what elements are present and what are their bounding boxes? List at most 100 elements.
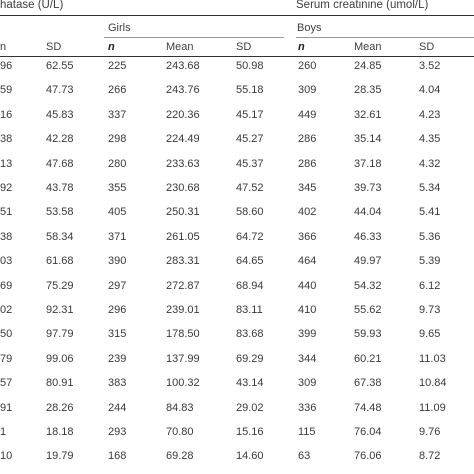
left-mean-cell: 57	[0, 377, 13, 390]
left-mean-cell: 10	[0, 450, 13, 463]
girls-n-cell: 383	[108, 377, 127, 390]
left-mean-cell: 91	[0, 401, 13, 414]
boys-n-cell: 402	[298, 206, 317, 219]
boys-sd-cell: 4.04	[419, 84, 441, 97]
girls-mean-cell: 137.99	[166, 352, 200, 365]
girls-sd-cell: 58.60	[236, 206, 264, 219]
left-mean-cell: 51	[0, 206, 13, 219]
left-mean-cell: 38	[0, 133, 13, 146]
boys-sd-cell: 11.03	[419, 352, 446, 365]
left-sd-cell: 47.68	[46, 157, 74, 170]
boys-n-cell: 464	[298, 255, 317, 268]
girls-sd-cell: 43.14	[236, 377, 264, 390]
boys-mean-cell: 76.06	[354, 450, 382, 463]
girls-sd-cell: 50.98	[236, 60, 264, 72]
alp-title: hatase (U/L)	[0, 0, 64, 11]
girls-n-cell: 355	[108, 182, 127, 194]
girls-sd-cell: 15.16	[236, 426, 264, 438]
col-girls-mean: Mean	[166, 41, 194, 53]
boys-n-cell: 309	[298, 84, 317, 97]
left-sd-cell: 75.29	[46, 279, 74, 292]
girls-n-cell: 297	[108, 279, 127, 292]
boys-mean-cell: 74.48	[354, 401, 382, 414]
boys-n-cell: 260	[298, 60, 317, 72]
left-mean-cell: 96	[0, 60, 13, 72]
girls-mean-cell: 178.50	[166, 328, 200, 341]
girls-mean-cell: 283.31	[166, 255, 200, 268]
girls-mean-cell: 69.28	[166, 450, 194, 463]
boys-mean-cell: 67.38	[354, 377, 382, 390]
creatinine-group-rule	[296, 15, 474, 16]
boys-sd-cell: 4.32	[419, 157, 441, 170]
girls-sd-cell: 69.29	[236, 352, 264, 365]
girls-n-cell: 266	[108, 84, 127, 97]
girls-n-cell: 298	[108, 133, 127, 146]
girls-sd-cell: 64.72	[236, 230, 264, 243]
left-sd-cell: 92.31	[46, 304, 74, 316]
boys-sd-cell: 6.12	[419, 279, 441, 292]
girls-n-cell: 293	[108, 426, 127, 438]
boys-n-cell: 115	[298, 426, 316, 438]
boys-n-cell: 449	[298, 108, 317, 121]
girls-sd-cell: 14.60	[236, 450, 264, 463]
girls-mean-cell: 243.68	[166, 60, 200, 72]
girls-sd-cell: 45.17	[236, 108, 264, 121]
boys-sd-cell: 4.35	[419, 133, 441, 146]
left-mean-cell: 13	[0, 157, 13, 170]
left-sd-cell: 47.73	[46, 84, 74, 97]
boys-n-cell: 410	[298, 304, 317, 316]
girls-mean-cell: 220.36	[166, 108, 200, 121]
boys-n-cell: 336	[298, 401, 317, 414]
boys-mean-cell: 49.97	[354, 255, 382, 268]
boys-n-cell: 399	[298, 328, 317, 341]
boys-sd-cell: 5.34	[419, 182, 441, 194]
girls-mean-cell: 84.83	[166, 401, 194, 414]
boys-sd-cell: 9.65	[419, 328, 441, 341]
left-sd-cell: 58.34	[46, 230, 74, 243]
boys-mean-cell: 44.04	[354, 206, 382, 219]
boys-n-cell: 344	[298, 352, 317, 365]
left-sd-cell: 99.06	[46, 352, 74, 365]
left-sd-cell: 80.91	[46, 377, 74, 390]
col-boys-sd: SD	[419, 41, 435, 53]
girls-mean-cell: 224.49	[166, 133, 200, 146]
left-sd-cell: 45.83	[46, 108, 74, 121]
girls-mean-cell: 272.87	[166, 279, 200, 292]
col-left-sd: SD	[46, 41, 62, 53]
girls-subrule	[104, 37, 284, 38]
boys-mean-cell: 60.21	[354, 352, 382, 365]
left-mean-cell: 92	[0, 182, 13, 194]
girls-mean-cell: 233.63	[166, 157, 200, 170]
boys-sd-cell: 9.73	[419, 304, 441, 316]
girls-mean-cell: 100.32	[166, 377, 200, 390]
left-mean-cell: 79	[0, 352, 13, 365]
girls-mean-cell: 250.31	[166, 206, 200, 219]
boys-mean-cell: 46.33	[354, 230, 382, 243]
boys-mean-cell: 39.73	[354, 182, 382, 194]
left-sd-cell: 97.79	[46, 328, 74, 341]
boys-sd-cell: 11.09	[419, 401, 446, 414]
boys-mean-cell: 59.93	[354, 328, 382, 341]
girls-sd-cell: 45.37	[236, 157, 264, 170]
boys-sd-cell: 3.52	[419, 60, 441, 72]
boys-mean-cell: 76.04	[354, 426, 382, 438]
boys-n-cell: 345	[298, 182, 317, 194]
girls-n-cell: 337	[108, 108, 127, 121]
col-boys-mean: Mean	[354, 41, 382, 53]
left-sd-cell: 18.18	[46, 426, 74, 438]
girls-n-cell: 296	[108, 304, 127, 316]
girls-n-cell: 371	[108, 230, 127, 243]
boys-mean-cell: 37.18	[354, 157, 382, 170]
left-sd-cell: 42.28	[46, 133, 74, 146]
left-mean-cell: 50	[0, 328, 13, 341]
girls-sd-cell: 68.94	[236, 279, 264, 292]
boys-sd-cell: 5.39	[419, 255, 441, 268]
col-boys-n: n	[298, 41, 305, 53]
left-sd-cell: 19.79	[46, 450, 74, 463]
left-mean-cell: 02	[0, 304, 13, 316]
left-sd-cell: 62.55	[46, 60, 74, 72]
left-sd-cell: 43.78	[46, 182, 74, 194]
left-mean-cell: 1	[0, 426, 7, 438]
left-mean-cell: 03	[0, 255, 13, 268]
boys-subrule	[296, 37, 474, 38]
